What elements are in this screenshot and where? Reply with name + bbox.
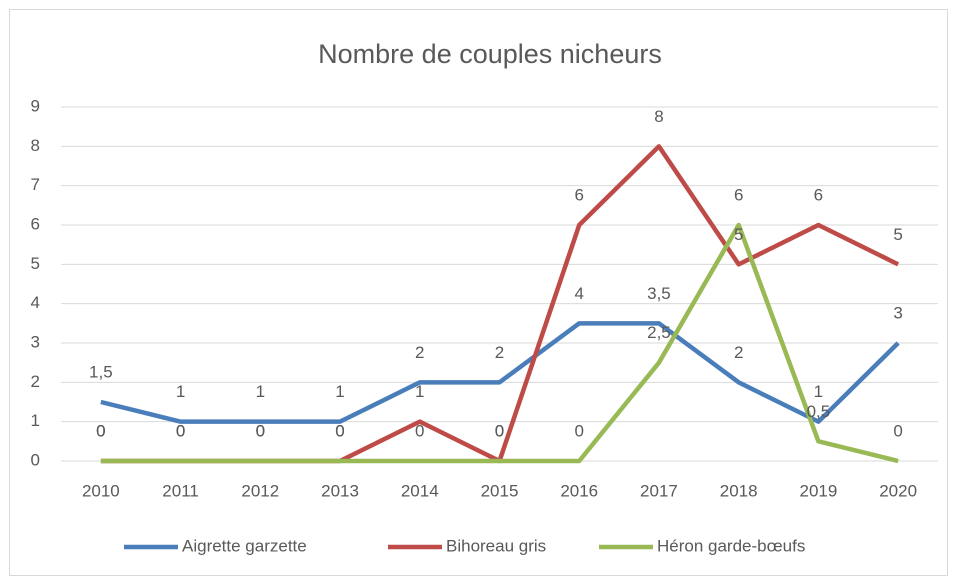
x-tick-label: 2018 [720, 481, 758, 500]
data-label: 1 [176, 382, 185, 401]
data-label: 5 [734, 225, 743, 244]
data-label: 2 [495, 343, 504, 362]
data-label: 0 [176, 421, 185, 440]
series-line [100, 222, 899, 464]
data-label: 1,5 [89, 362, 113, 381]
data-label: 4 [574, 284, 583, 303]
data-label: 0 [574, 421, 583, 440]
data-label: 6 [814, 185, 823, 204]
x-tick-label: 2014 [401, 481, 439, 500]
data-label: 1 [814, 382, 823, 401]
data-label: 0 [893, 421, 902, 440]
data-label: 1 [415, 382, 424, 401]
y-tick-label: 5 [31, 254, 40, 273]
data-label: 1 [256, 382, 265, 401]
y-tick-label: 4 [31, 293, 40, 312]
x-tick-label: 2010 [82, 481, 120, 500]
x-tick-label: 2020 [879, 481, 917, 500]
legend-label: Bihoreau gris [446, 536, 546, 555]
y-tick-label: 9 [31, 96, 40, 115]
data-label: 0 [96, 421, 105, 440]
legend-label: Héron garde-bœufs [657, 536, 805, 555]
x-tick-label: 2012 [241, 481, 279, 500]
data-label: 6 [574, 185, 583, 204]
data-label: 0 [256, 421, 265, 440]
chart-title: Nombre de couples nicheurs [318, 39, 662, 69]
data-label: 0 [256, 421, 265, 440]
data-label: 5 [893, 225, 902, 244]
data-label: 1 [335, 382, 344, 401]
data-label: 3 [893, 303, 902, 322]
data-label: 0 [495, 421, 504, 440]
data-label: 0 [96, 421, 105, 440]
y-tick-label: 7 [31, 175, 40, 194]
chart-frame [9, 9, 948, 576]
data-label: 2,5 [647, 323, 671, 342]
x-tick-label: 2016 [560, 481, 598, 500]
data-label: 6 [734, 185, 743, 204]
x-tick-label: 2019 [799, 481, 837, 500]
x-tick-label: 2013 [321, 481, 359, 500]
y-tick-label: 3 [31, 332, 40, 351]
x-tick-label: 2017 [640, 481, 678, 500]
data-label: 0 [495, 421, 504, 440]
data-label: 8 [654, 107, 663, 126]
legend-label: Aigrette garzette [182, 536, 307, 555]
data-label: 0 [335, 421, 344, 440]
data-label: 0 [176, 421, 185, 440]
y-tick-label: 1 [31, 411, 40, 430]
y-tick-label: 2 [31, 372, 40, 391]
data-label: 2 [734, 343, 743, 362]
data-label: 3,5 [647, 284, 671, 303]
data-label: 2 [415, 343, 424, 362]
series-line [100, 321, 900, 424]
x-tick-label: 2015 [481, 481, 519, 500]
data-label: 0 [415, 421, 424, 440]
x-tick-label: 2011 [162, 481, 199, 500]
y-tick-label: 0 [31, 450, 40, 469]
y-tick-label: 6 [31, 214, 40, 233]
data-label: 0,5 [807, 402, 831, 421]
y-tick-label: 8 [31, 136, 40, 155]
data-label: 0 [335, 421, 344, 440]
